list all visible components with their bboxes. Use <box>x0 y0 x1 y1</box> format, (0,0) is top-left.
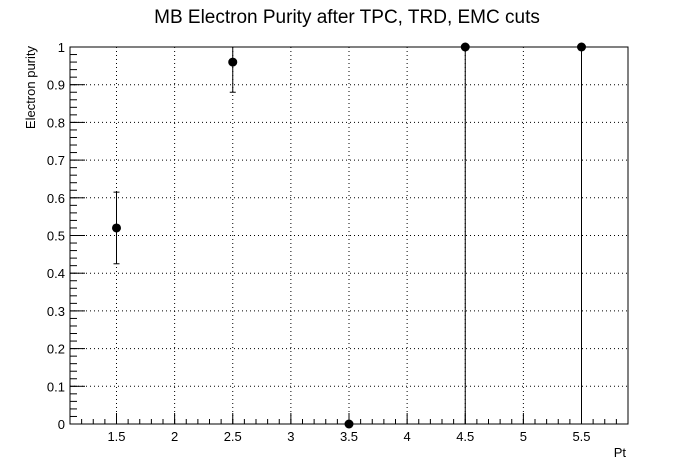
y-tick-label: 1 <box>58 40 65 55</box>
y-tick-label: 0 <box>58 417 65 432</box>
data-point <box>577 42 586 52</box>
x-tick-label: 5.5 <box>572 429 590 444</box>
data-point <box>228 57 238 67</box>
y-tick-label: 0.6 <box>47 191 65 206</box>
y-tick-label: 0.8 <box>47 115 65 130</box>
y-tick-label: 0.1 <box>47 379 65 394</box>
x-tick-label: 3 <box>287 429 294 444</box>
y-tick-label: 0.4 <box>47 266 65 281</box>
x-tick-label: 4 <box>404 429 411 444</box>
y-tick-label: 0.9 <box>47 78 65 93</box>
tick-labels: 1.5 2 2.5 3 3.5 4 4.5 5 5.5 0 0.1 0.2 0.3 0.4 0.5 0.6 0.… <box>47 40 591 444</box>
data-point <box>344 419 354 429</box>
grid <box>70 47 628 424</box>
y-tick-label: 0.2 <box>47 342 65 357</box>
chart-title: MB Electron Purity after TPC, TRD, EMC c… <box>154 7 540 28</box>
data-points <box>112 42 586 429</box>
y-axis-label: Electron purity <box>23 46 38 130</box>
x-tick-label: 3.5 <box>340 429 358 444</box>
y-tick-label: 0.5 <box>47 229 65 244</box>
x-tick-label: 2.5 <box>224 429 242 444</box>
y-tick-label: 0.3 <box>47 304 65 319</box>
axis-ticks <box>69 46 629 425</box>
y-tick-label: 0.7 <box>47 153 65 168</box>
data-point <box>460 42 470 52</box>
data-point <box>112 223 121 233</box>
x-axis-label: Pt <box>614 445 627 460</box>
x-tick-label: 5 <box>520 429 527 444</box>
x-tick-label: 1.5 <box>107 429 125 444</box>
x-tick-label: 4.5 <box>456 429 474 444</box>
x-tick-label: 2 <box>171 429 178 444</box>
